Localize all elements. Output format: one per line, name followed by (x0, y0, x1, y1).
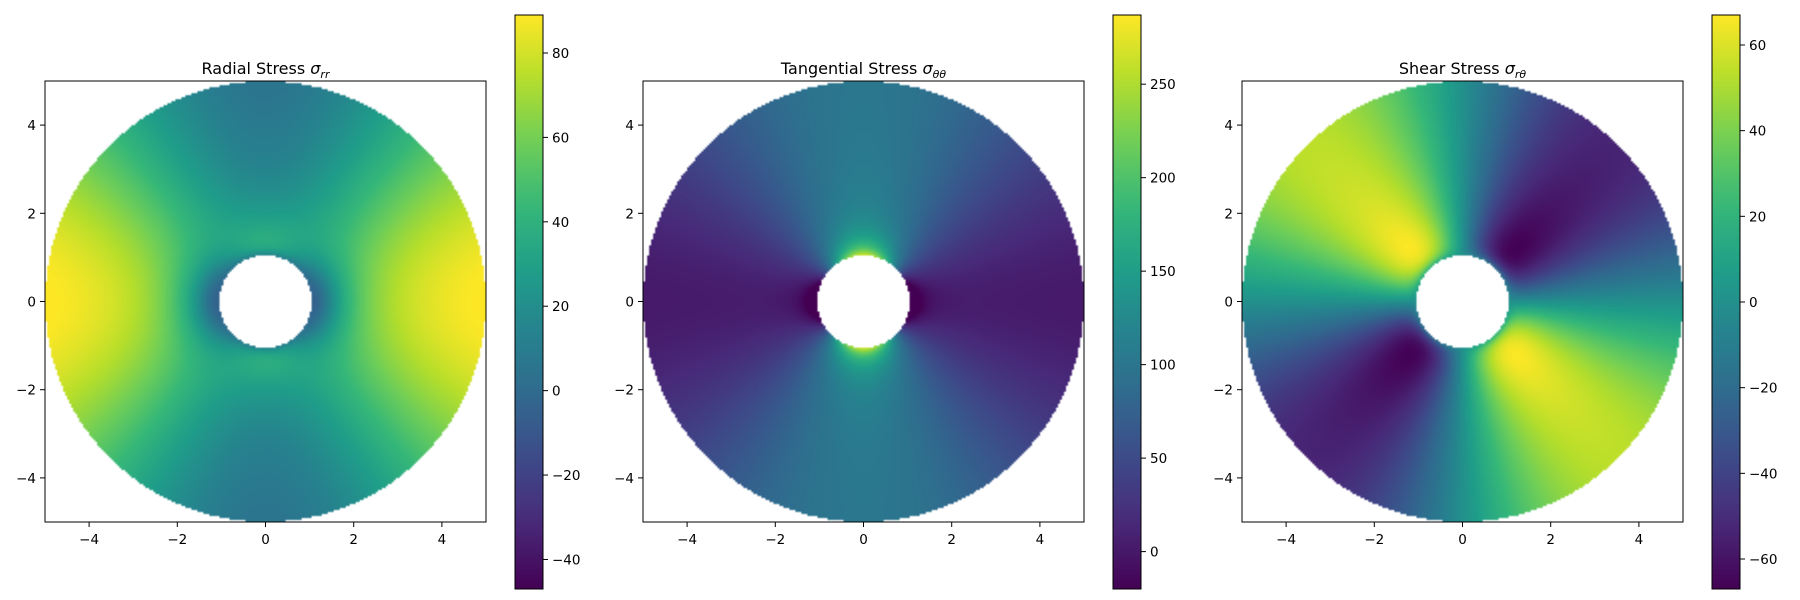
x-tick-label: −2 (1364, 532, 1384, 548)
colorbar-tick-label: −40 (1749, 466, 1778, 482)
y-tick-label: −4 (614, 471, 634, 487)
colorbar-tick-label: −40 (552, 552, 581, 568)
chart-title: Tangential Stress σθθ (780, 59, 946, 81)
chart-title: Shear Stress σrθ (1399, 59, 1527, 81)
colorbar-tick-label: 0 (1749, 295, 1758, 311)
y-tick-label: 0 (625, 295, 634, 311)
x-tick-label: 0 (1458, 532, 1467, 548)
x-tick-label: −4 (79, 532, 99, 548)
colorbar-tick-label: 60 (552, 130, 569, 146)
y-tick-label: 2 (27, 206, 36, 222)
y-tick-label: 4 (27, 118, 36, 134)
colorbar-tick-label: 40 (1749, 124, 1766, 140)
colorbar-tick-label: 0 (552, 384, 561, 400)
x-tick-label: 2 (349, 532, 358, 548)
x-tick-label: −4 (677, 532, 697, 548)
colorbar-tick-label: −60 (1749, 552, 1778, 568)
colorbar-tick-label: 100 (1150, 358, 1176, 374)
stress-heatmap (45, 81, 486, 522)
colorbar-tick-label: 80 (552, 46, 569, 62)
colorbar-tick-label: 200 (1150, 171, 1176, 187)
colorbar-tick-label: −20 (552, 468, 581, 484)
colorbar-tick-label: 250 (1150, 77, 1176, 93)
y-tick-label: 2 (1224, 206, 1233, 222)
colorbar-tick-label: 40 (552, 215, 569, 231)
x-tick-label: 0 (261, 532, 270, 548)
colorbar-tick-label: 0 (1150, 545, 1159, 561)
y-tick-label: 2 (625, 206, 634, 222)
x-tick-label: 2 (947, 532, 956, 548)
y-tick-label: 0 (1224, 295, 1233, 311)
x-tick-label: −2 (167, 532, 187, 548)
x-tick-label: 0 (859, 532, 868, 548)
colorbar (1112, 14, 1142, 590)
y-tick-label: 4 (1224, 118, 1233, 134)
stress-heatmap (1242, 81, 1683, 522)
stress-heatmap (643, 81, 1084, 522)
colorbar-tick-label: 20 (552, 299, 569, 315)
y-tick-label: −4 (1213, 471, 1233, 487)
x-tick-label: 4 (1036, 532, 1045, 548)
colorbar-tick-label: −20 (1749, 381, 1778, 397)
colorbar (1711, 14, 1741, 590)
x-tick-label: 2 (1546, 532, 1555, 548)
y-tick-label: −2 (614, 383, 634, 399)
x-tick-label: −2 (765, 532, 785, 548)
x-tick-label: −4 (1276, 532, 1296, 548)
colorbar-tick-label: 60 (1749, 38, 1766, 54)
x-tick-label: 4 (438, 532, 447, 548)
x-tick-label: 4 (1635, 532, 1644, 548)
colorbar-tick-label: 20 (1749, 209, 1766, 225)
y-tick-label: −2 (1213, 383, 1233, 399)
colorbar-tick-label: 50 (1150, 451, 1167, 467)
colorbar-tick-label: 150 (1150, 264, 1176, 280)
colorbar (514, 14, 544, 590)
y-tick-label: −2 (16, 383, 36, 399)
y-tick-label: 0 (27, 295, 36, 311)
y-tick-label: 4 (625, 118, 634, 134)
chart-title: Radial Stress σrr (202, 59, 331, 81)
y-tick-label: −4 (16, 471, 36, 487)
panel-tangential: −4 −2 0 2 4 −4 −2 0 2 4 Tangential Stress σθθ 0 50 10… (614, 14, 1176, 590)
